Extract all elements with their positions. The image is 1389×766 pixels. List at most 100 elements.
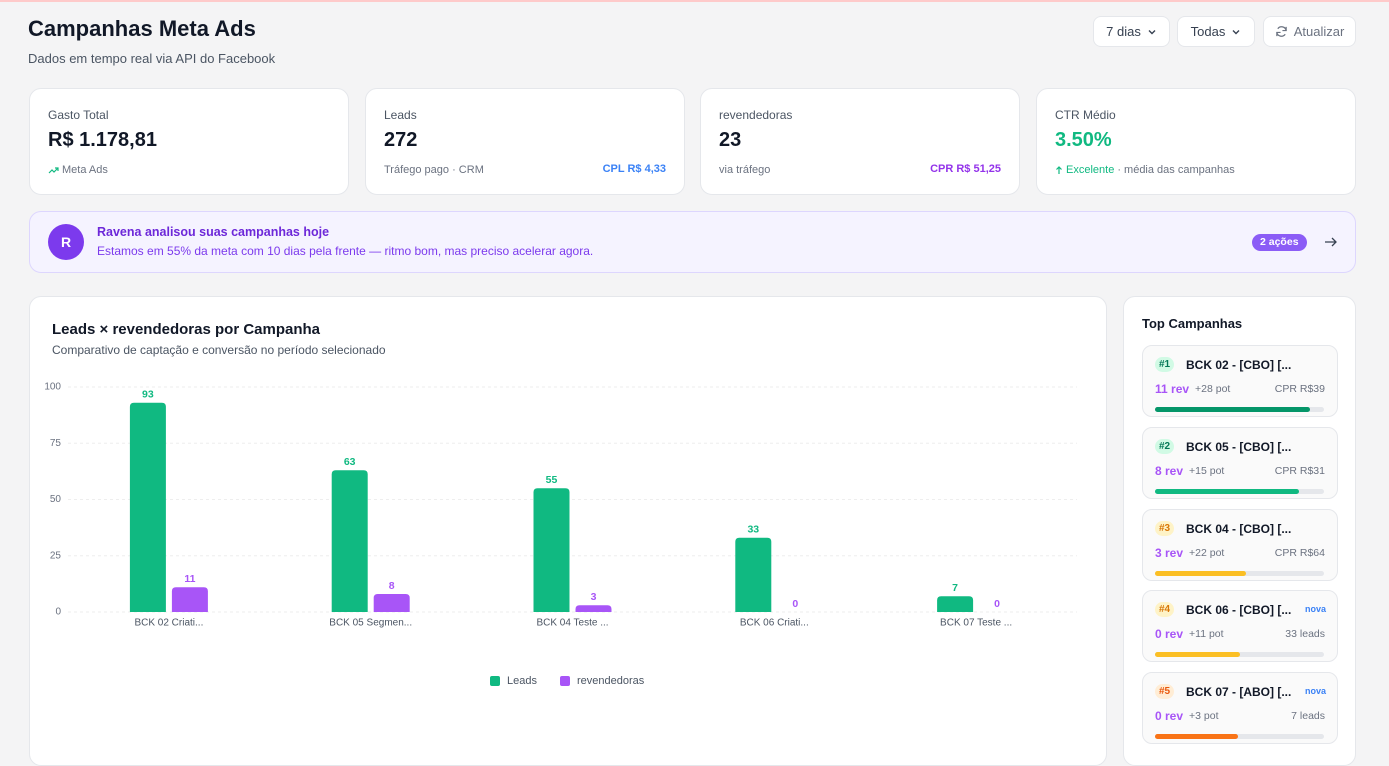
- campaign-metric: CPR R$39: [1274, 383, 1325, 395]
- arrow-up-icon: [1056, 166, 1062, 174]
- chevron-icon: [1148, 29, 1156, 34]
- page-title: Campanhas Meta Ads: [28, 16, 256, 41]
- value-label: 0: [792, 598, 798, 610]
- progress-bar: [1155, 734, 1238, 739]
- value-label: 11: [184, 573, 195, 585]
- y-tick-label: 0: [55, 607, 61, 618]
- value-label: 3: [591, 591, 597, 603]
- new-tag: nova: [1304, 604, 1326, 614]
- x-tick-label: BCK 04 Teste ...: [536, 618, 608, 629]
- page-subtitle: Dados em tempo real via API do Facebook: [28, 51, 276, 66]
- campaign-rev: 8 rev: [1155, 464, 1184, 478]
- progress-track: [1155, 734, 1324, 739]
- campaign-rev: 3 rev: [1155, 546, 1184, 560]
- value-label: 33: [747, 524, 759, 536]
- campaign-item[interactable]: #1 BCK 02 - [CBO] [... 11 rev +28 pot CPR R$…: [1142, 345, 1338, 417]
- trend-icon: [48, 166, 59, 173]
- bar: [735, 537, 772, 612]
- value-label: 7: [952, 582, 958, 594]
- x-tick-label: BCK 06 Criati...: [740, 618, 809, 629]
- campaign-rev: 0 rev: [1155, 709, 1184, 723]
- legend-swatch: [560, 676, 570, 686]
- kpi-value: 272: [384, 129, 418, 151]
- x-tick-label: BCK 07 Teste ...: [940, 618, 1012, 629]
- campaign-select[interactable]: Todas: [1177, 16, 1255, 47]
- bar: [937, 596, 974, 612]
- kpi-note-text: Excelente: [1066, 164, 1115, 176]
- kpi-note: Tráfego pago · CRM: [384, 164, 484, 176]
- campaign-name: BCK 04 - [CBO] [...: [1186, 522, 1292, 536]
- campaign-rev: 0 rev: [1155, 627, 1184, 641]
- bar: [171, 587, 208, 612]
- kpi-value: 23: [719, 129, 742, 151]
- progress-bar: [1155, 571, 1247, 576]
- progress-track: [1155, 407, 1324, 412]
- value-label: 63: [344, 456, 356, 468]
- kpi-note: Excelente · média das campanhas: [1055, 164, 1235, 176]
- insight-text: Estamos em 55% da meta com 10 dias pela …: [97, 244, 594, 258]
- y-tick-label: 25: [50, 550, 62, 561]
- kpi-label: CTR Médio: [1055, 108, 1116, 122]
- campaign-item[interactable]: #3 BCK 04 - [CBO] [... 3 rev +22 pot CPR R$6…: [1142, 509, 1338, 581]
- panel-title: Top Campanhas: [1142, 316, 1243, 331]
- campaign-name: BCK 06 - [CBO] [...: [1186, 603, 1292, 617]
- kpi-label: revendedoras: [719, 108, 793, 122]
- insight-banner[interactable]: R Ravena analisou suas campanhas hoje Es…: [29, 211, 1356, 273]
- rank-badge: #2: [1155, 439, 1175, 454]
- bar: [129, 402, 166, 612]
- campaign-pot: +28 pot: [1195, 383, 1231, 395]
- progress-track: [1155, 571, 1324, 576]
- progress-track: [1155, 652, 1324, 657]
- chart-card: Leads × revendedoras por Campanha Compar…: [29, 296, 1107, 766]
- rank-badge: #3: [1155, 521, 1175, 536]
- top-campaigns-card: Top Campanhas #1 BCK 02 - [CBO] [... 11 re…: [1123, 296, 1356, 766]
- campaign-metric: 7 leads: [1291, 710, 1325, 722]
- campaign-item[interactable]: #2 BCK 05 - [CBO] [... 8 rev +15 pot CPR R$3…: [1142, 427, 1338, 499]
- kpi-card: Leads 272 Tráfego pago · CRM CPL R$ 4,33: [365, 88, 685, 195]
- campaign-pot: +11 pot: [1189, 628, 1224, 640]
- kpi-label: Gasto Total: [48, 108, 109, 122]
- campaign-name: BCK 02 - [CBO] [...: [1186, 358, 1292, 372]
- value-label: 93: [142, 389, 154, 401]
- period-select[interactable]: 7 dias: [1093, 16, 1170, 47]
- chart: Leads × revendedoras por Campanha Compar…: [44, 321, 1077, 687]
- refresh-button[interactable]: Atualizar: [1263, 16, 1356, 47]
- button-label: 7 dias: [1106, 24, 1141, 39]
- chart-title: Leads × revendedoras por Campanha: [52, 321, 321, 338]
- campaign-pot: +3 pot: [1189, 710, 1219, 722]
- y-tick-label: 100: [44, 382, 61, 393]
- avatar: R: [48, 224, 84, 260]
- kpi-card: revendedoras 23 via tráfego CPR R$ 51,25: [700, 88, 1020, 195]
- bar: [575, 605, 612, 612]
- campaign-item[interactable]: #4 BCK 06 - [CBO] [... nova 0 rev +11 pot 33 …: [1142, 590, 1338, 662]
- y-tick-label: 75: [50, 438, 62, 449]
- x-tick-label: BCK 02 Criati...: [134, 618, 203, 629]
- campaign-pot: +22 pot: [1189, 547, 1225, 559]
- chevron-icon: [1232, 29, 1240, 34]
- arrow-icon: [1325, 237, 1337, 247]
- value-label: 55: [546, 474, 558, 486]
- legend-label: revendedoras: [577, 675, 645, 687]
- progress-bar: [1155, 407, 1311, 412]
- campaign-rev: 11 rev: [1155, 382, 1190, 396]
- kpi-note: Meta Ads: [48, 164, 108, 176]
- progress-track: [1155, 489, 1324, 494]
- top-accent: [0, 0, 1389, 2]
- kpi-note-text: Meta Ads: [62, 164, 108, 176]
- kpi-card: Gasto Total R$ 1.178,81 Meta Ads: [29, 88, 349, 195]
- campaign-item[interactable]: #5 BCK 07 - [ABO] [... nova 0 rev +3 pot 7 le…: [1142, 672, 1338, 744]
- x-tick-label: BCK 05 Segmen...: [329, 618, 412, 629]
- value-label: 8: [389, 580, 395, 592]
- campaign-name: BCK 07 - [ABO] [...: [1186, 685, 1292, 699]
- refresh-icon: [1275, 26, 1287, 37]
- kpi-label: Leads: [384, 108, 417, 122]
- button-label: Todas: [1190, 24, 1226, 39]
- kpi-badge: CPR R$ 51,25: [930, 163, 1001, 175]
- bar: [331, 470, 368, 612]
- campaign-pot: +15 pot: [1189, 465, 1225, 477]
- value-label: 0: [994, 598, 1000, 610]
- insight-badge: 2 ações: [1252, 234, 1307, 251]
- kpi-badge: CPL R$ 4,33: [602, 163, 666, 175]
